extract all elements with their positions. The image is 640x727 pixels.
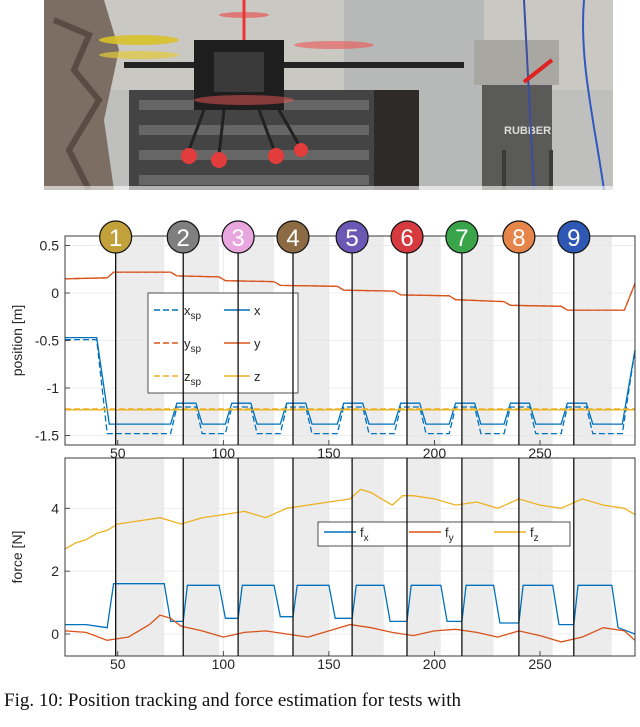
- legend-label: fz: [530, 525, 539, 544]
- y-tick-label: -1.5: [35, 428, 59, 444]
- y-axis-label: position [m]: [9, 305, 25, 377]
- series-line-x-sp: [65, 338, 636, 435]
- marker-number: 7: [455, 225, 468, 252]
- shaded-band: [352, 458, 384, 656]
- legend-label: fy: [445, 525, 454, 544]
- y-tick-label: 0: [51, 285, 59, 301]
- rubber-sign-text: RUBBER: [504, 125, 551, 137]
- marker-circle: [221, 220, 255, 254]
- x-tick-label: 100: [212, 445, 236, 461]
- x-tick-label: 100: [212, 656, 236, 670]
- y-axis-label: force [N]: [9, 531, 25, 584]
- shaded-band: [238, 458, 274, 656]
- marker-number: 9: [567, 225, 580, 252]
- legend-box: [317, 521, 571, 547]
- marker-number: 5: [345, 225, 358, 252]
- marker-circle: [502, 220, 536, 254]
- shaded-band: [115, 458, 165, 656]
- marker-number: 2: [177, 225, 190, 252]
- marker-circle: [99, 220, 133, 254]
- y-tick-label: -0.5: [35, 333, 59, 349]
- legend-box: [147, 292, 299, 394]
- experiment-photo: RUBBER: [44, 0, 613, 190]
- shaded-band: [293, 458, 329, 656]
- legend-label: y: [254, 336, 261, 351]
- figure-caption: Fig. 10: Position tracking and force est…: [4, 690, 461, 711]
- marker-circle: [166, 220, 200, 254]
- x-tick-label: 50: [110, 445, 126, 461]
- plot-frame: [64, 457, 636, 657]
- legend-label: x: [254, 303, 261, 318]
- x-tick-label: 250: [528, 445, 552, 461]
- position-chart: 0.5 0 -0.5 -1 -1.5 50 100 150 200 250 position [m]…: [9, 235, 636, 461]
- x-tick-label: 50: [110, 656, 126, 670]
- marker-number: 1: [109, 225, 122, 252]
- shaded-band: [407, 458, 441, 656]
- marker-number: 8: [512, 225, 525, 252]
- y-tick-label: 4: [51, 500, 59, 516]
- marker-circle: [390, 220, 424, 254]
- x-tick-label: 250: [528, 656, 552, 670]
- legend-label: z: [254, 369, 261, 384]
- marker-circle: [557, 220, 591, 254]
- shaded-band: [183, 458, 220, 656]
- marker-circle: [445, 220, 479, 254]
- series-line-x: [65, 336, 636, 425]
- marker-circle: [276, 220, 310, 254]
- marker-circle: [335, 220, 369, 254]
- legend-label: fx: [360, 525, 369, 544]
- marker-number: 6: [400, 225, 413, 252]
- test-markers: 1 2 3 4 5 6 7 8 9: [99, 220, 591, 656]
- y-tick-label: 0.5: [40, 238, 60, 254]
- y-tick-label: -1: [47, 380, 60, 396]
- shaded-band: [461, 458, 494, 656]
- marker-number: 4: [286, 225, 299, 252]
- y-tick-label: 2: [51, 563, 59, 579]
- series-line-f-z: [64, 488, 636, 550]
- shaded-band: [518, 458, 553, 656]
- x-tick-label: 150: [317, 445, 341, 461]
- x-axis-label: time [s]: [327, 669, 372, 670]
- x-tick-label: 150: [317, 656, 341, 670]
- series-line-y: [64, 271, 636, 311]
- y-tick-label: 0: [51, 626, 59, 642]
- series-line-f-y: [64, 614, 636, 643]
- shaded-band: [573, 458, 612, 656]
- marker-number: 3: [231, 225, 244, 252]
- series-line-f-x: [65, 583, 636, 635]
- x-tick-label: 200: [423, 656, 447, 670]
- force-chart: 4 2 0 50 100 150 200 250 force [N] time [s] fx fy fz: [9, 457, 636, 670]
- x-tick-label: 200: [423, 445, 447, 461]
